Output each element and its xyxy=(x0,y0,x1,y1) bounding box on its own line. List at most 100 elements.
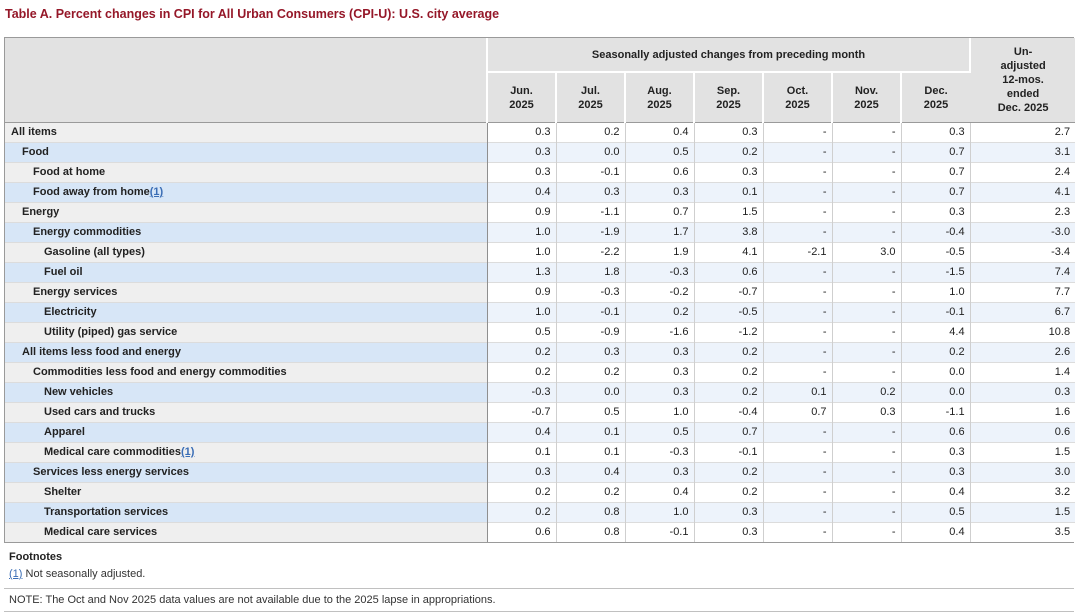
value-cell: - xyxy=(831,522,901,542)
value-cell: 0.2 xyxy=(624,302,694,323)
value-cell: -1.6 xyxy=(624,322,694,343)
value-cell: -0.5 xyxy=(900,242,971,263)
value-cell: 1.6 xyxy=(969,402,1076,423)
value-cell: 0.6 xyxy=(969,422,1076,443)
value-cell: 0.4 xyxy=(900,522,971,542)
value-cell: 1.0 xyxy=(900,282,971,303)
value-cell: 0.8 xyxy=(555,502,625,523)
value-cell: - xyxy=(762,342,832,363)
value-cell: - xyxy=(762,442,832,463)
footnote-ref-link[interactable]: (1) xyxy=(9,568,23,580)
value-cell: 0.0 xyxy=(555,382,625,403)
row-label: Gasoline (all types) xyxy=(5,242,488,263)
table-row: All items 0.3 0.2 0.4 0.3- -0.3 2.7 xyxy=(5,122,1076,143)
value-cell: - xyxy=(831,142,901,163)
value-cell: 0.7 xyxy=(900,142,971,163)
value-cell: 0.6 xyxy=(624,162,694,183)
value-cell: -0.1 xyxy=(555,162,625,183)
value-cell: 0.5 xyxy=(487,322,556,343)
value-cell: 0.1 xyxy=(762,382,832,403)
value-cell: 0.4 xyxy=(487,182,556,203)
row-footnote-link[interactable]: (1) xyxy=(149,186,164,198)
table-container: Seasonally adjusted changes from precedi… xyxy=(4,37,1076,612)
value-cell: 0.3 xyxy=(900,122,971,143)
value-cell: 0.2 xyxy=(693,382,763,403)
value-cell: - xyxy=(831,502,901,523)
group-header-cell: Seasonally adjusted changes from precedi… xyxy=(487,38,972,73)
table-row: New vehicles -0.3 0.0 0.3 0.2 0.1 0.2 0.0 0.3 xyxy=(5,382,1076,403)
value-cell: -3.4 xyxy=(969,242,1076,263)
value-cell: -0.4 xyxy=(693,402,763,423)
value-cell: 0.2 xyxy=(900,342,971,363)
value-cell: - xyxy=(831,302,901,323)
value-cell: 2.3 xyxy=(969,202,1076,223)
table-row: Electricity 1.0 -0.1 0.2 -0.5- - -0.1 6.7 xyxy=(5,302,1076,323)
table-row: Medical care commodities(1) 0.1 0.1 -0.3 -0.… xyxy=(5,442,1076,463)
value-cell: - xyxy=(831,182,901,203)
value-cell: - xyxy=(762,162,832,183)
value-cell: 0.2 xyxy=(555,482,625,503)
value-cell: - xyxy=(831,462,901,483)
value-cell: 0.3 xyxy=(487,462,556,483)
value-cell: 1.0 xyxy=(624,402,694,423)
value-cell: 0.2 xyxy=(487,502,556,523)
value-cell: - xyxy=(831,482,901,503)
value-cell: 0.2 xyxy=(693,342,763,363)
row-label: Energy services xyxy=(5,282,488,303)
cpi-news-release-page: Table A. Percent changes in CPI for All … xyxy=(0,7,1078,612)
value-cell: 0.1 xyxy=(555,442,625,463)
row-label: New vehicles xyxy=(5,382,488,403)
value-cell: 0.4 xyxy=(624,122,694,143)
value-cell: 0.2 xyxy=(487,482,556,503)
value-cell: 0.4 xyxy=(624,482,694,503)
row-label: Transportation services xyxy=(5,502,488,523)
table-row: Medical care services 0.6 0.8 -0.1 0.3- -0.4 3… xyxy=(5,522,1076,542)
value-cell: 1.5 xyxy=(969,502,1076,523)
footnotes-heading: Footnotes xyxy=(9,551,63,563)
value-cell: 1.0 xyxy=(624,502,694,523)
table-row: Energy services 0.9 -0.3 -0.2 -0.7- -1.0 7.7 xyxy=(5,282,1076,303)
month-header-row: Jun. 2025 Jul. 2025 Aug. 2025 Sep. 2025 Oct.… xyxy=(5,72,1075,123)
value-cell: 3.5 xyxy=(969,522,1076,542)
value-cell: 3.0 xyxy=(831,242,901,263)
value-cell: -0.5 xyxy=(693,302,763,323)
value-cell: -0.3 xyxy=(487,382,556,403)
value-cell: 0.4 xyxy=(487,422,556,443)
value-cell: -3.0 xyxy=(969,222,1076,243)
value-cell: 3.0 xyxy=(969,462,1076,483)
value-cell: 0.3 xyxy=(693,122,763,143)
value-cell: 3.1 xyxy=(969,142,1076,163)
value-cell: 0.7 xyxy=(762,402,832,423)
note-bar: NOTE: The Oct and Nov 2025 data values a… xyxy=(4,588,1074,612)
table-row: Food away from home(1) 0.4 0.3 0.3 0.1- -0.7 4… xyxy=(5,182,1076,203)
table-row: Fuel oil 1.3 1.8 -0.3 0.6- - -1.5 7.4 xyxy=(5,262,1076,283)
value-cell: -0.9 xyxy=(555,322,625,343)
table-row: Transportation services 0.2 0.8 1.0 0.3- -0.5… xyxy=(5,502,1076,523)
value-cell: 0.2 xyxy=(693,462,763,483)
row-label: Used cars and trucks xyxy=(5,402,488,423)
value-cell: - xyxy=(831,322,901,343)
row-footnote-link[interactable]: (1) xyxy=(180,446,195,458)
month-column-header: Aug. 2025 xyxy=(625,72,695,123)
value-cell: 0.9 xyxy=(487,282,556,303)
table-row: Energy 0.9 -1.1 0.7 1.5- -0.3 2.3 xyxy=(5,202,1076,223)
table-row: Gasoline (all types) 1.0 -2.2 1.9 4.1 -2.1 3.0… xyxy=(5,242,1076,263)
row-label: Food xyxy=(5,142,488,163)
value-cell: 4.1 xyxy=(969,182,1076,203)
value-cell: 0.3 xyxy=(555,342,625,363)
row-label: All items xyxy=(5,122,488,143)
row-label: Services less energy services xyxy=(5,462,488,483)
table-row: Services less energy services 0.3 0.4 0.3 0.… xyxy=(5,462,1076,483)
value-cell: - xyxy=(831,262,901,283)
value-cell: 0.2 xyxy=(487,342,556,363)
value-cell: 0.3 xyxy=(487,162,556,183)
value-cell: - xyxy=(762,482,832,503)
value-cell: 1.0 xyxy=(487,242,556,263)
value-cell: 0.0 xyxy=(555,142,625,163)
value-cell: 0.3 xyxy=(693,502,763,523)
value-cell: -0.1 xyxy=(624,522,694,542)
value-cell: 0.5 xyxy=(624,142,694,163)
table-body: All items 0.3 0.2 0.4 0.3- -0.3 2.7 Food 0.3 0.0 0… xyxy=(5,122,1076,542)
value-cell: 0.2 xyxy=(555,362,625,383)
value-cell: - xyxy=(762,462,832,483)
